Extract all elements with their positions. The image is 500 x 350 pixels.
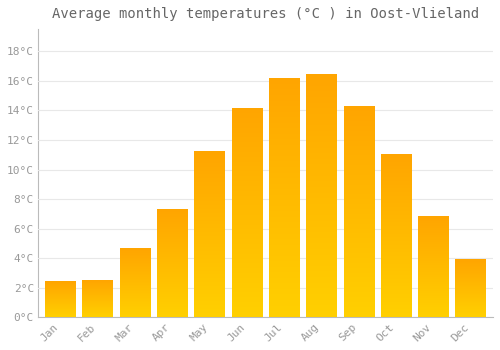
Title: Average monthly temperatures (°C ) in Oost-Vlieland: Average monthly temperatures (°C ) in Oo… [52, 7, 479, 21]
